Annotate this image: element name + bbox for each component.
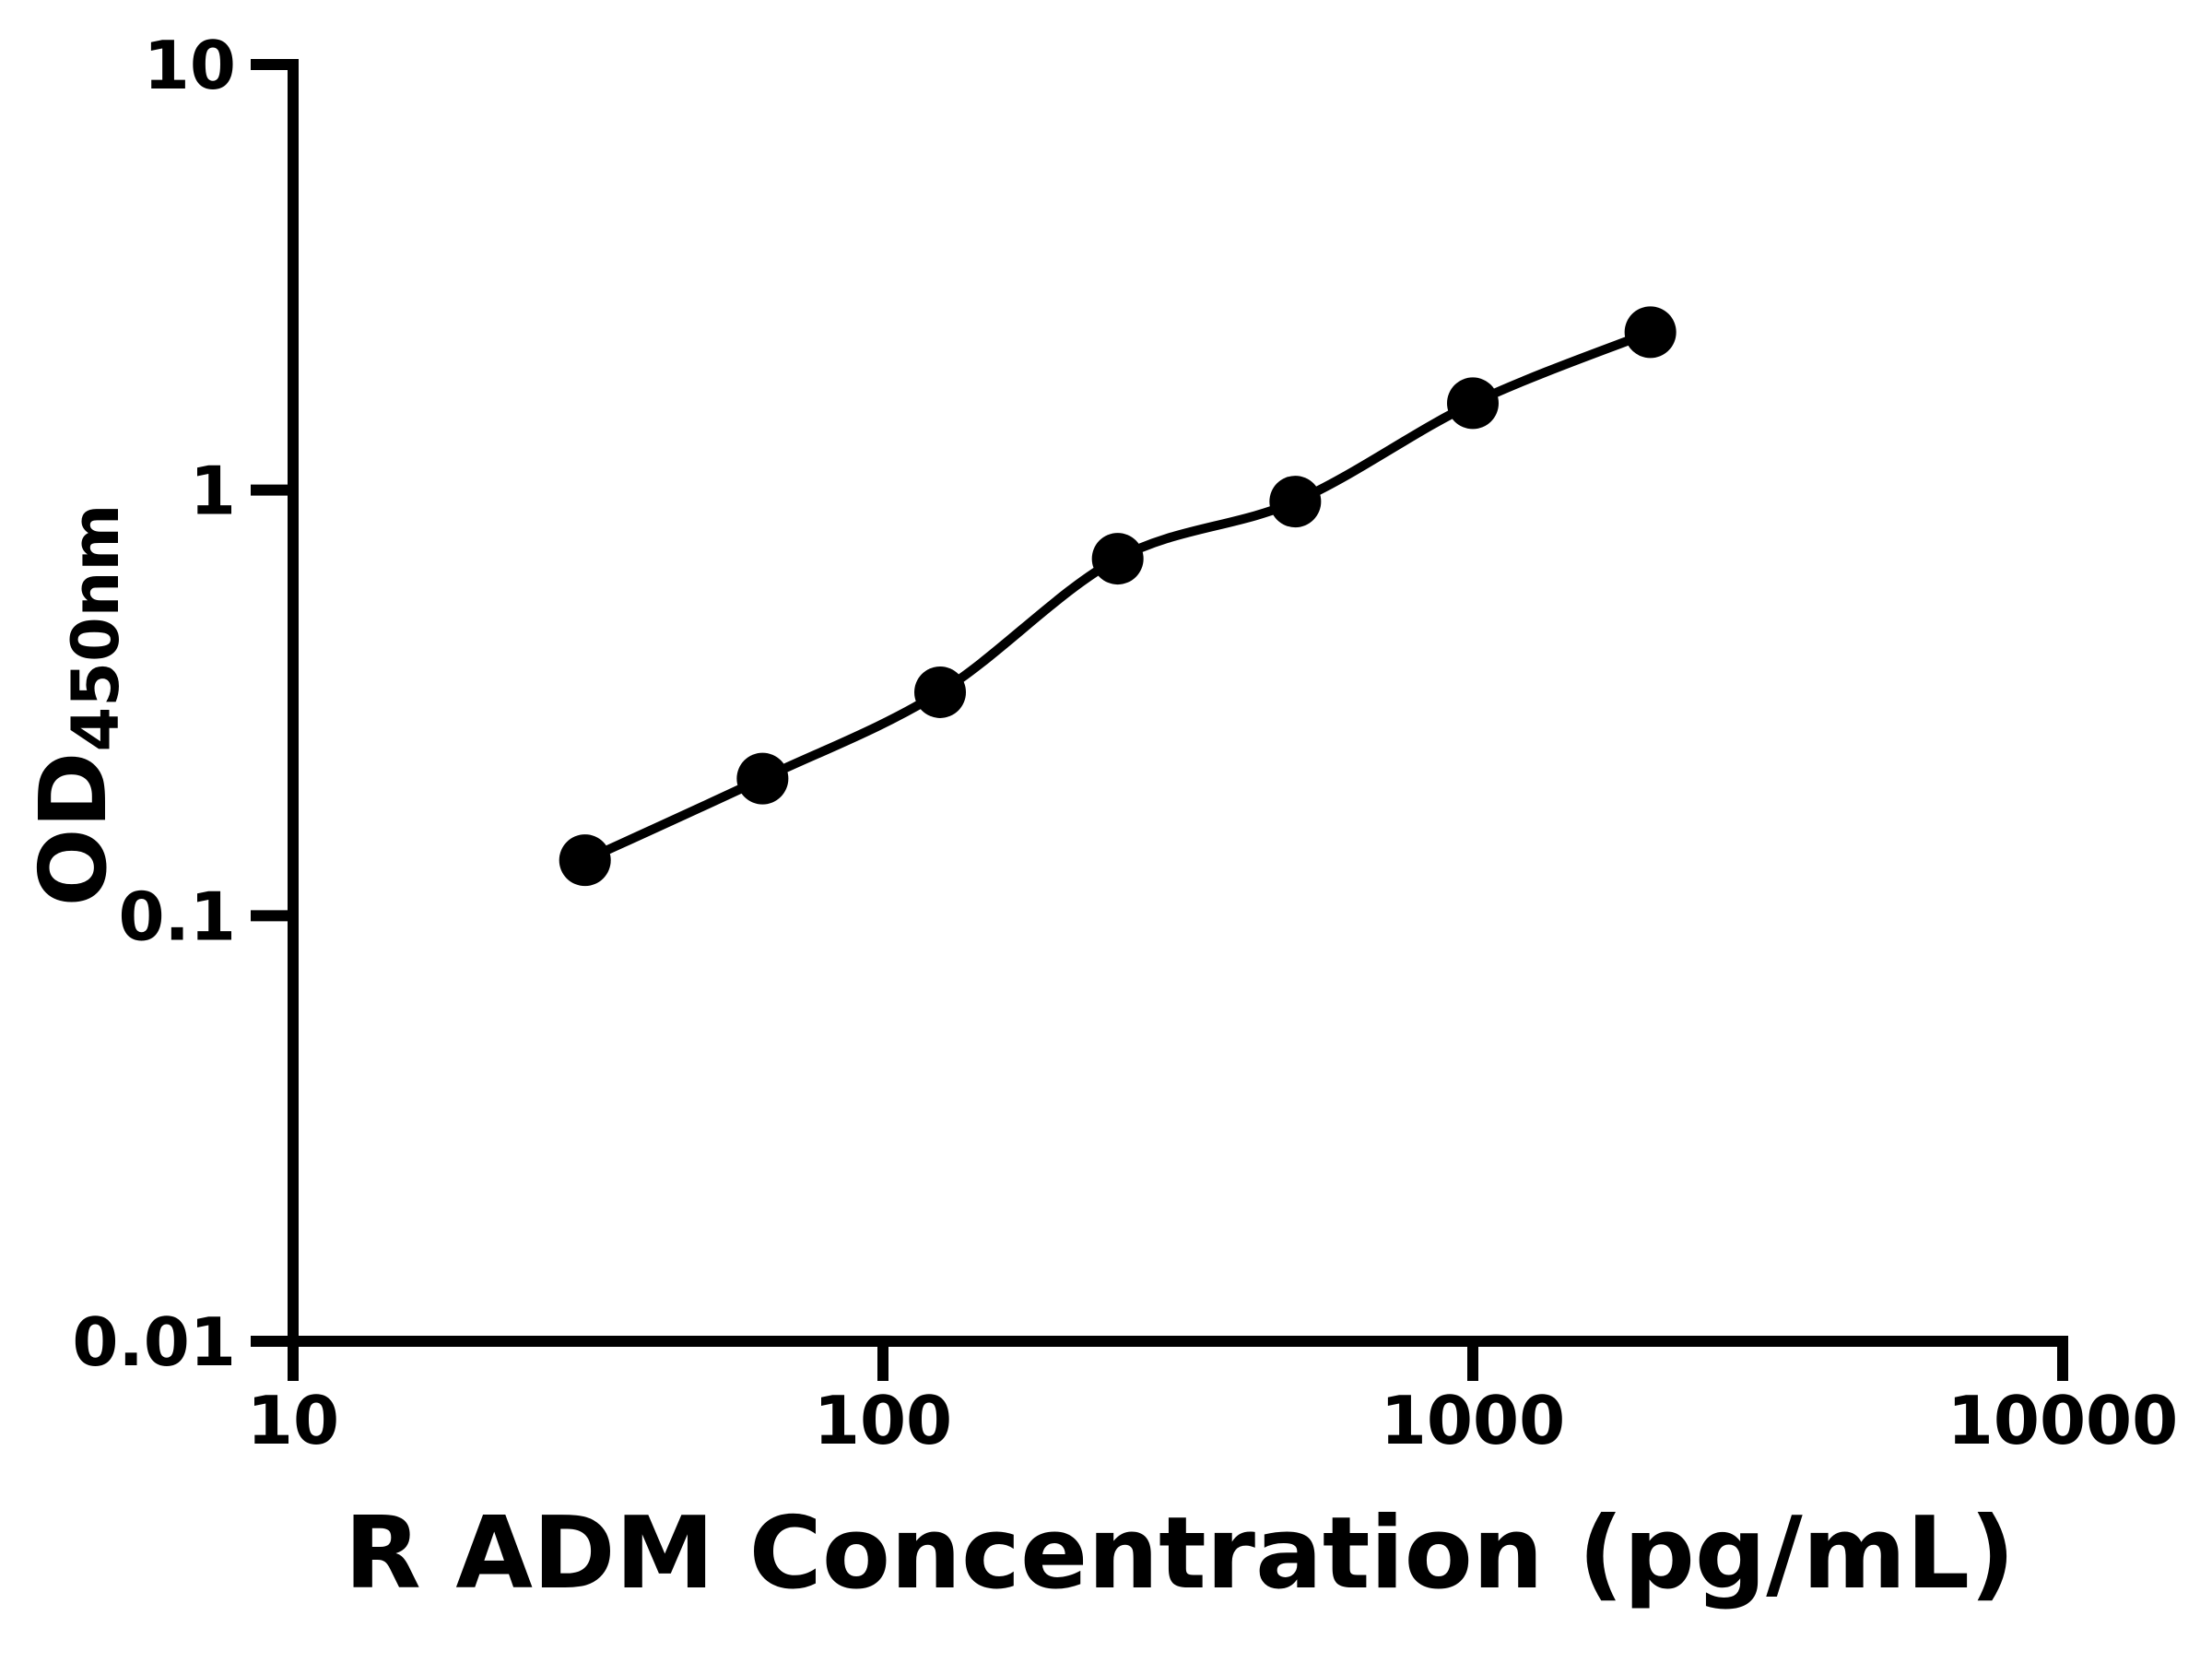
y-axis-title-main: OD xyxy=(19,751,127,906)
data-point xyxy=(1269,476,1322,528)
data-point xyxy=(736,752,789,805)
axes: 10 1 0.1 0.01 10 100 1000 10000 xyxy=(72,27,2178,1459)
y-tick-label: 1 xyxy=(190,453,236,530)
data-point xyxy=(1624,306,1677,359)
y-axis-title: OD450nm xyxy=(19,504,134,907)
x-tick-label: 10 xyxy=(247,1382,339,1459)
y-axis-ticks: 10 1 0.1 0.01 xyxy=(72,27,293,1381)
x-axis-title: R ADM Concentration (pg/mL) xyxy=(345,1496,2016,1611)
y-axis-title-subscript: 450nm xyxy=(58,504,134,752)
y-tick-label: 0.1 xyxy=(118,878,236,955)
y-tick-label: 10 xyxy=(144,27,236,104)
data-point xyxy=(559,834,611,887)
x-axis-ticks: 10 100 1000 10000 xyxy=(247,1341,2178,1459)
data-point xyxy=(1091,533,1144,585)
data-point xyxy=(914,666,967,718)
x-tick-label: 10000 xyxy=(1947,1382,2179,1459)
data-point xyxy=(1447,377,1499,430)
x-tick-label: 100 xyxy=(814,1382,952,1459)
y-tick-label: 0.01 xyxy=(72,1303,236,1381)
x-tick-label: 1000 xyxy=(1381,1382,1565,1459)
data-points xyxy=(559,306,1677,887)
